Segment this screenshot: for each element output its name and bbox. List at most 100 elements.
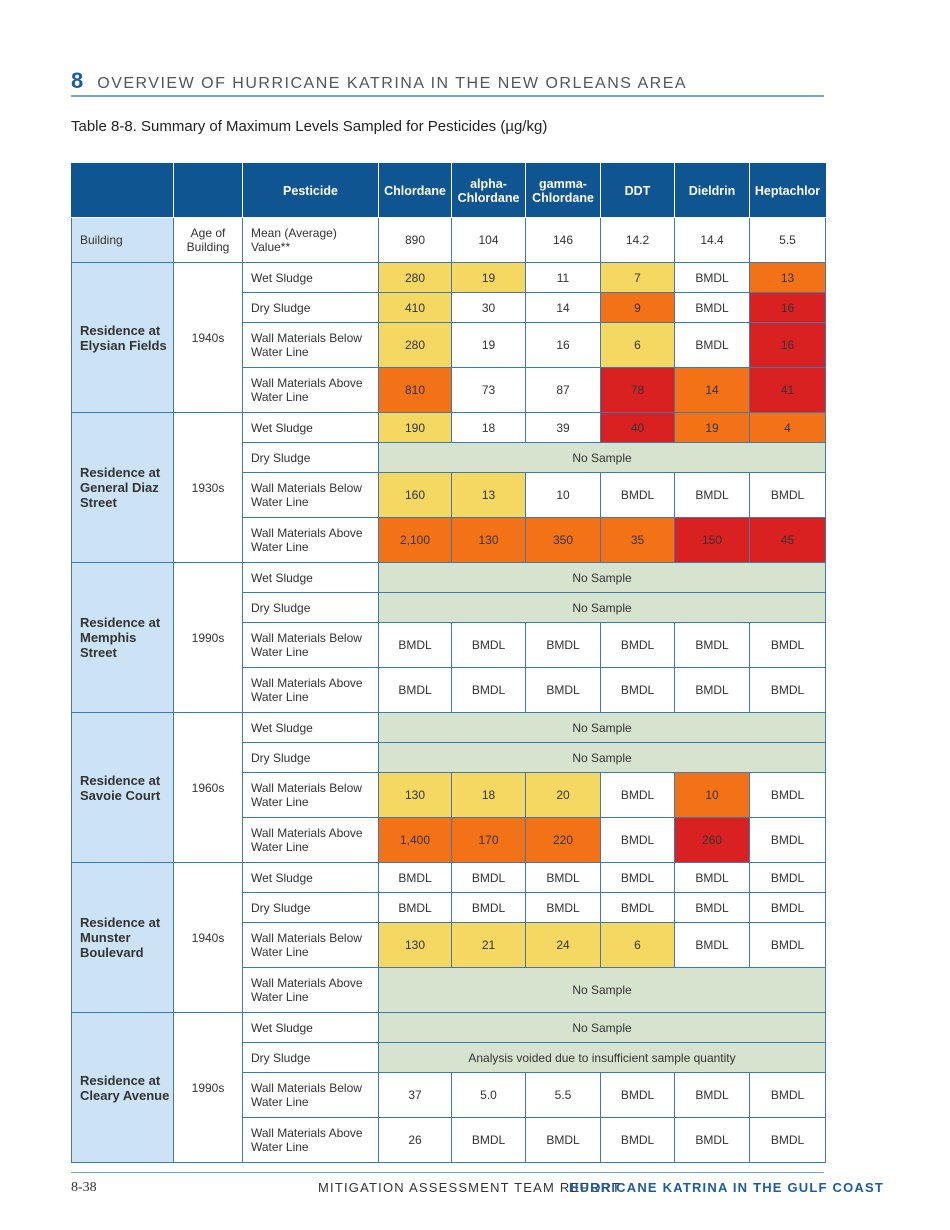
- sample-type: Wall Materials Above Water Line: [242, 967, 379, 1013]
- building-age: 1960s: [173, 712, 243, 863]
- value-cell: 30: [451, 292, 526, 323]
- value-cell: 45: [749, 517, 826, 563]
- site-name: Residence at Savoie Court: [71, 712, 174, 863]
- value-cell: 21: [451, 922, 526, 968]
- no-sample-cell: Analysis voided due to insufficient samp…: [378, 1042, 826, 1073]
- no-sample-cell: No Sample: [378, 592, 826, 623]
- column-header: Dieldrin: [674, 163, 750, 218]
- value-cell: BMDL: [674, 1117, 750, 1163]
- table-row: Dry Sludge No Sample: [72, 592, 826, 623]
- sample-type: Wet Sludge: [242, 262, 379, 293]
- value-cell: 220: [525, 817, 601, 863]
- table-title: Table 8-8. Summary of Maximum Levels Sam…: [71, 118, 548, 135]
- value-cell: 170: [451, 817, 526, 863]
- value-cell: BMDL: [600, 667, 675, 713]
- value-cell: 1,400: [378, 817, 452, 863]
- column-header: Pesticide: [242, 163, 379, 218]
- sample-type: Wet Sludge: [242, 712, 379, 743]
- value-cell: 16: [749, 292, 826, 323]
- table-row: Wall Materials Below Water Line 280 19 16 6 B…: [72, 322, 826, 368]
- sample-type: Dry Sludge: [242, 1042, 379, 1073]
- table-row: Wall Materials Below Water Line 130 21 24 6 B…: [72, 922, 826, 968]
- age-label: Age of Building: [173, 217, 243, 263]
- value-cell: 18: [451, 772, 526, 818]
- table-row: Residence at Elysian Fields 1940s Wet Slud…: [71, 262, 826, 413]
- value-cell: BMDL: [451, 622, 526, 668]
- chapter-number: 8: [71, 68, 84, 93]
- value-cell: 13: [451, 472, 526, 518]
- value-cell: 14: [525, 292, 601, 323]
- sample-type: Wall Materials Below Water Line: [242, 922, 379, 968]
- footer-divider: [71, 1172, 824, 1173]
- no-sample-cell: No Sample: [378, 562, 826, 593]
- table-row: Residence at General Diaz Street 1930s Wet…: [71, 412, 826, 563]
- value-cell: BMDL: [600, 892, 675, 923]
- column-header: Heptachlor: [749, 163, 826, 218]
- value-cell: 26: [378, 1117, 452, 1163]
- value-cell: 18: [451, 412, 526, 443]
- sample-type: Wet Sludge: [242, 412, 379, 443]
- building-label: Building: [71, 217, 174, 263]
- site-name: Residence at General Diaz Street: [71, 412, 174, 563]
- sample-type: Wall Materials Below Water Line: [242, 472, 379, 518]
- sample-type: Dry Sludge: [242, 592, 379, 623]
- no-sample-cell: No Sample: [378, 442, 826, 473]
- building-age: 1990s: [173, 1012, 243, 1163]
- building-age: 1940s: [173, 862, 243, 1013]
- sample-type: Wet Sludge: [242, 562, 379, 593]
- value-cell: BMDL: [749, 817, 826, 863]
- value-cell: BMDL: [749, 667, 826, 713]
- value-cell: BMDL: [525, 622, 601, 668]
- no-sample-cell: No Sample: [378, 1012, 826, 1043]
- table-row: Wall Materials Above Water Line No Sample: [72, 967, 826, 1013]
- value-cell: 190: [378, 412, 452, 443]
- value-cell: 13: [749, 262, 826, 293]
- mean-value: 5.5: [749, 217, 826, 263]
- value-cell: 260: [674, 817, 750, 863]
- report-name: MITIGATION ASSESSMENT TEAM REPORT: [318, 1180, 622, 1195]
- column-header: Chlordane: [378, 163, 452, 218]
- chapter-title: OVERVIEW OF HURRICANE KATRINA IN THE NEW…: [97, 75, 688, 92]
- value-cell: 37: [378, 1072, 452, 1118]
- value-cell: BMDL: [451, 1117, 526, 1163]
- sample-type: Wet Sludge: [242, 1012, 379, 1043]
- table-row: Residence at Savoie Court 1960s Wet Sludge…: [71, 712, 826, 863]
- value-cell: 410: [378, 292, 452, 323]
- table-row: Wall Materials Below Water Line 130 18 20 BM…: [72, 772, 826, 818]
- table-row: Wall Materials Above Water Line 2,100 130 3…: [72, 517, 826, 563]
- value-cell: BMDL: [451, 862, 526, 893]
- page-number: 8-38: [71, 1180, 97, 1195]
- value-cell: 39: [525, 412, 601, 443]
- header-divider: [71, 95, 824, 97]
- series-name: HURRICANE KATRINA IN THE GULF COAST: [569, 1180, 884, 1195]
- value-cell: BMDL: [378, 667, 452, 713]
- value-cell: 16: [749, 322, 826, 368]
- sample-type: Wall Materials Above Water Line: [242, 367, 379, 413]
- value-cell: 9: [600, 292, 675, 323]
- value-cell: 130: [378, 772, 452, 818]
- pesticide-table: Pesticide Chlordane alpha-Chlordane gamma-C…: [71, 163, 826, 1163]
- value-cell: BMDL: [749, 1117, 826, 1163]
- sample-type: Wet Sludge: [242, 862, 379, 893]
- mean-value: 14.2: [600, 217, 675, 263]
- value-cell: 4: [749, 412, 826, 443]
- column-header: alpha-Chlordane: [451, 163, 526, 218]
- sample-type: Dry Sludge: [242, 292, 379, 323]
- building-age: 1940s: [173, 262, 243, 413]
- value-cell: BMDL: [749, 622, 826, 668]
- value-cell: BMDL: [674, 667, 750, 713]
- value-cell: BMDL: [674, 622, 750, 668]
- value-cell: 16: [525, 322, 601, 368]
- sample-type: Dry Sludge: [242, 442, 379, 473]
- table-row: Residence at Memphis Street 1990s Wet Slud…: [71, 562, 826, 713]
- no-sample-cell: No Sample: [378, 712, 826, 743]
- site-name: Residence at Elysian Fields: [71, 262, 174, 413]
- value-cell: 78: [600, 367, 675, 413]
- table-row: Dry Sludge Analysis voided due to insuffi…: [72, 1042, 826, 1073]
- value-cell: 350: [525, 517, 601, 563]
- value-cell: 5.5: [525, 1072, 601, 1118]
- table-row: Wall Materials Below Water Line BMDL BMDL B…: [72, 622, 826, 668]
- mean-value: 14.4: [674, 217, 750, 263]
- table-row: Wall Materials Above Water Line 26 BMDL BMD…: [72, 1117, 826, 1163]
- table-row: Wall Materials Above Water Line 1,400 170 2…: [72, 817, 826, 863]
